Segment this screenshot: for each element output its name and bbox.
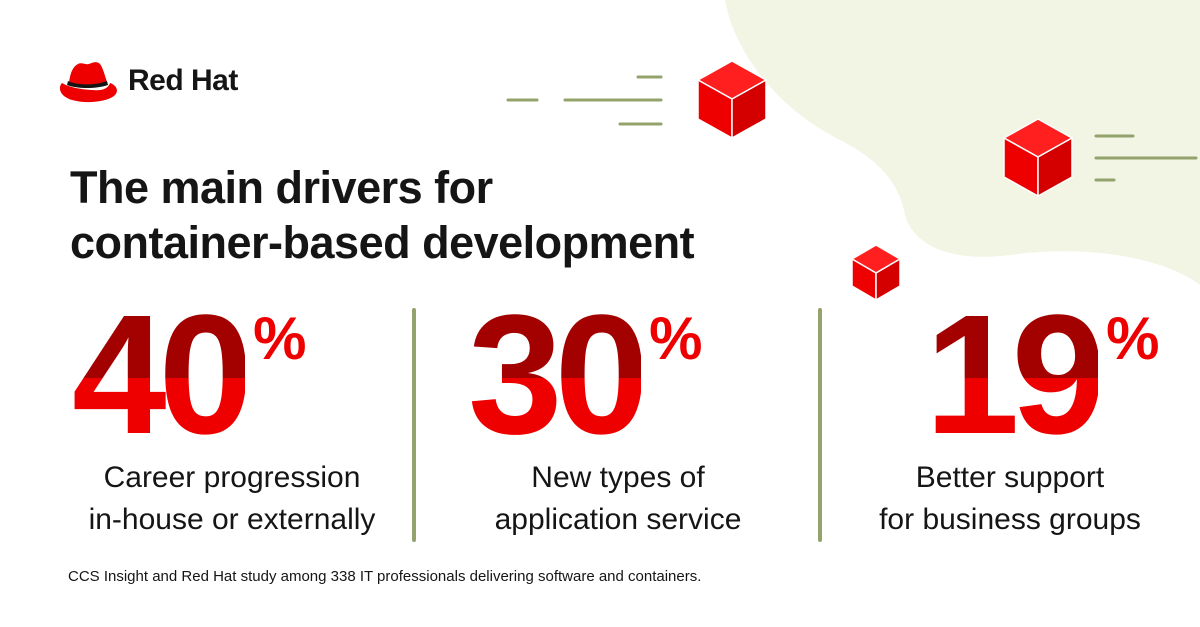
page-title: The main drivers for container-based dev… (70, 160, 695, 270)
brand-name: Red Hat (128, 64, 238, 97)
cube-icon-right (1003, 118, 1073, 197)
title-line-2: container-based development (70, 217, 695, 268)
stat-career-progression: 40 % Career progression in-house or exte… (72, 280, 452, 541)
stat-label-line-1: Better support (915, 461, 1105, 494)
stat-value: 30 % (468, 280, 848, 470)
speed-lines-top (506, 75, 663, 126)
stat-business-group-support: 19 % Better support for business groups (879, 280, 1200, 541)
stat-number: 19 (925, 280, 1106, 470)
cube-icon-top (697, 60, 767, 139)
title-line-1: The main drivers for (70, 162, 493, 213)
cube-icon-small (851, 244, 901, 301)
divider-line (818, 308, 822, 542)
stat-label: Career progression in-house or externall… (62, 457, 402, 541)
stat-label-line-1: New types of (531, 461, 705, 494)
stat-label-line-1: Career progression (103, 461, 361, 494)
stat-value: 40 % (72, 280, 452, 470)
speed-lines-right (1094, 134, 1198, 182)
stat-label-line-2: for business groups (879, 503, 1141, 536)
stat-value: 19 % (925, 280, 1200, 470)
stat-label-line-2: in-house or externally (88, 503, 376, 536)
stat-number: 30 (468, 280, 649, 470)
percent-sign: % (649, 305, 703, 372)
stat-number: 40 (72, 280, 253, 470)
stat-label: Better support for business groups (860, 457, 1160, 541)
stat-label-line-2: application service (494, 503, 742, 536)
red-hat-logo: Red Hat (58, 58, 238, 104)
divider-line (412, 308, 416, 542)
stat-new-application-service: 30 % New types of application service (468, 280, 848, 541)
stat-label: New types of application service (468, 457, 768, 541)
percent-sign: % (253, 305, 307, 372)
percent-sign: % (1106, 305, 1160, 372)
red-hat-fedora-icon (59, 62, 117, 103)
source-footnote: CCS Insight and Red Hat study among 338 … (68, 568, 702, 585)
